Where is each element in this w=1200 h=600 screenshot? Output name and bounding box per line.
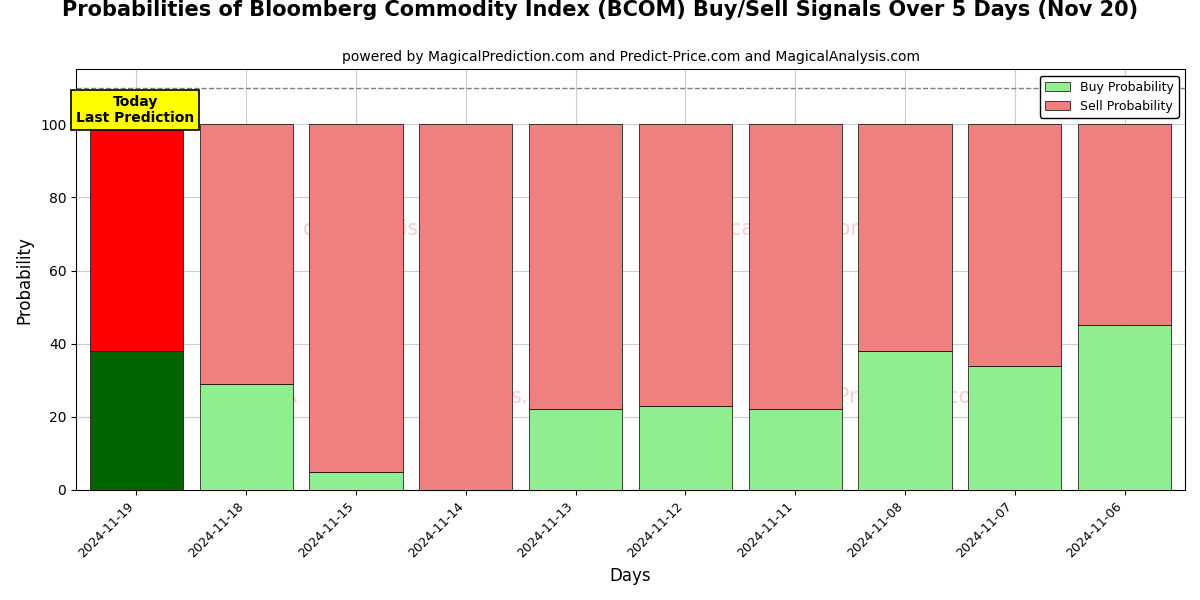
Text: Probabilities of Bloomberg Commodity Index (BCOM) Buy/Sell Signals Over 5 Days (: Probabilities of Bloomberg Commodity Ind… — [62, 0, 1138, 20]
Text: calA: calA — [253, 388, 298, 407]
Bar — [529, 124, 623, 409]
Bar — [310, 124, 403, 472]
Bar — [1078, 325, 1171, 490]
Bar — [858, 351, 952, 490]
Text: MagicalPrediction.com: MagicalPrediction.com — [679, 219, 914, 239]
Bar — [310, 472, 403, 490]
Bar — [1078, 124, 1171, 325]
X-axis label: Days: Days — [610, 567, 652, 585]
Bar — [419, 124, 512, 490]
Legend: Buy Probability, Sell Probability: Buy Probability, Sell Probability — [1040, 76, 1178, 118]
Bar — [968, 124, 1062, 365]
Bar — [968, 365, 1062, 490]
Bar — [90, 351, 184, 490]
Bar — [749, 409, 842, 490]
Bar — [529, 409, 623, 490]
Bar — [199, 384, 293, 490]
Bar — [90, 124, 184, 351]
Text: s.com: s.com — [511, 388, 572, 407]
Y-axis label: Probability: Probability — [14, 236, 32, 323]
Text: Today
Last Prediction: Today Last Prediction — [77, 95, 194, 125]
Text: calAnalysis.com: calAnalysis.com — [302, 219, 470, 239]
Bar — [638, 406, 732, 490]
Text: MagicalPrediction.com: MagicalPrediction.com — [757, 388, 992, 407]
Bar — [749, 124, 842, 409]
Bar — [199, 124, 293, 384]
Title: powered by MagicalPrediction.com and Predict-Price.com and MagicalAnalysis.com: powered by MagicalPrediction.com and Pre… — [342, 50, 919, 64]
Bar — [638, 124, 732, 406]
Bar — [858, 124, 952, 351]
